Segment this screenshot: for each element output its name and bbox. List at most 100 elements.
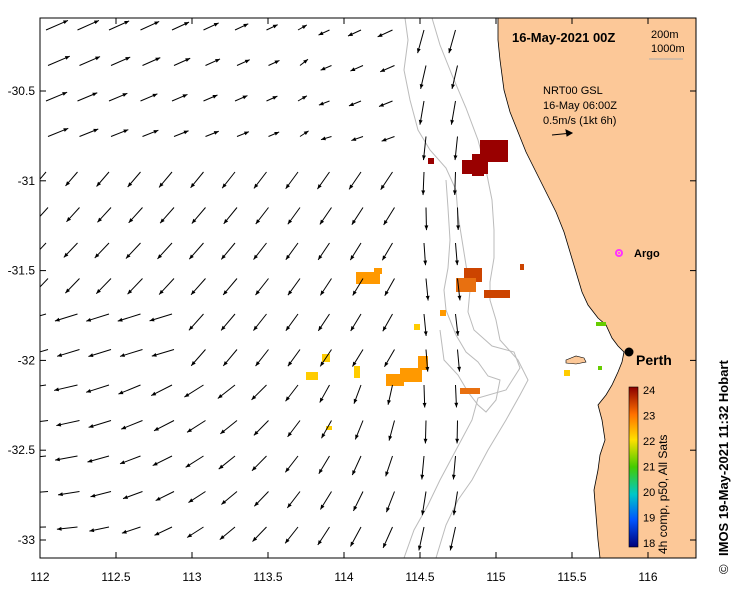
current-vector-head — [118, 390, 124, 395]
colorbar-tick-label: 22 — [643, 436, 655, 448]
current-vector-head — [223, 361, 228, 366]
current-vector-head — [452, 510, 457, 516]
y-tick-label: -31 — [18, 174, 36, 188]
colorbar-ticks: 24 23 22 21 20 19 18 — [643, 385, 655, 550]
current-vector-head — [93, 20, 99, 25]
current-vector-head — [384, 290, 389, 296]
current-vector-head — [352, 290, 357, 296]
current-vector-head — [285, 183, 290, 189]
current-vector-head — [94, 253, 100, 259]
current-vector-head — [317, 540, 322, 546]
current-vector-head — [386, 507, 390, 513]
current-vector-head — [243, 23, 249, 28]
current-vector-head — [352, 361, 357, 367]
current-vector-head — [380, 68, 386, 72]
current-vector-head — [63, 252, 69, 258]
current-vector-head — [319, 219, 325, 225]
current-vector-head — [65, 288, 70, 294]
current-vector-head — [151, 352, 157, 357]
current-vector-head — [96, 181, 101, 187]
current-vector-head — [355, 434, 359, 440]
y-tick-label: -31.5 — [8, 264, 36, 278]
current-vector-head — [24, 317, 29, 321]
current-vector-head — [349, 184, 354, 190]
current-vector-head — [303, 59, 308, 64]
current-vector-head — [221, 325, 226, 331]
current-vector-head — [417, 545, 422, 551]
current-vector-head — [154, 531, 160, 536]
current-vector-head — [220, 429, 226, 434]
current-vector-head — [62, 20, 68, 25]
current-vector-head — [422, 402, 427, 408]
current-vector-head — [242, 95, 248, 100]
current-vector-head — [418, 119, 423, 125]
y-tick-label: -30.5 — [8, 84, 36, 98]
current-vector-head — [285, 538, 290, 544]
current-vector-head — [62, 92, 68, 96]
current-vector-head — [56, 422, 62, 427]
argo-marker — [615, 249, 623, 257]
current-vector-head — [253, 254, 258, 260]
current-vector-head — [384, 361, 389, 367]
contour-legend-1000m: 1000m — [651, 43, 685, 55]
current-vector-head — [54, 317, 60, 322]
current-vector-head — [378, 102, 384, 107]
current-vector-head — [274, 60, 280, 65]
current-vector-head — [244, 59, 250, 64]
colorbar-tick-label: 21 — [643, 462, 655, 474]
current-vector-head — [457, 366, 462, 372]
current-vector — [40, 278, 49, 288]
current-vector-head — [422, 155, 426, 161]
current-vector-head — [287, 290, 293, 296]
current-vector-head — [385, 471, 389, 477]
current-vector-head — [301, 95, 307, 100]
current-vector-head — [285, 396, 290, 402]
current-vector-head — [348, 32, 354, 36]
current-vector-head — [321, 433, 326, 439]
current-vector-head — [127, 182, 133, 187]
current-vector-head — [219, 535, 225, 540]
current-vector-head — [287, 361, 293, 367]
current-vector-head — [189, 254, 194, 260]
current-vector-head — [64, 56, 70, 60]
current-vector — [40, 420, 49, 423]
x-tick-label: 112.5 — [101, 570, 130, 584]
map-timestamp: 16-May-2021 00Z — [512, 30, 615, 45]
x-axis: 112 112.5 113 113.5 114 114.5 115 115.5 116 — [30, 18, 658, 584]
current-vector-head — [120, 460, 126, 464]
current-vector-head — [450, 119, 455, 125]
current-vector-head — [319, 397, 324, 403]
depth-contour-200m — [403, 18, 521, 558]
y-tick-label: -32.5 — [8, 443, 36, 457]
x-tick-label: 115.5 — [557, 570, 586, 584]
current-vector-head — [318, 325, 323, 331]
current-vector-head — [274, 131, 280, 136]
current-vector-head — [188, 498, 194, 503]
current-vector-head — [152, 461, 158, 466]
current-vector-head — [125, 57, 131, 61]
current-vector-head — [353, 398, 358, 404]
current-vector-head — [54, 387, 60, 392]
current-vector-head — [223, 219, 229, 224]
current-vector-head — [380, 184, 385, 190]
current-vector-head — [253, 325, 258, 331]
current-vector-head — [26, 491, 31, 495]
y-tick-label: -32 — [18, 353, 36, 367]
current-vector-head — [456, 225, 461, 230]
current-vector-head — [421, 510, 425, 516]
current-vector-head — [154, 426, 159, 431]
current-vector-head — [187, 533, 193, 538]
current-vector-head — [120, 353, 125, 357]
current-vector-head — [155, 496, 161, 501]
current-vector-head — [217, 394, 223, 399]
plot-frame — [39, 17, 697, 559]
current-vector-head — [127, 289, 133, 295]
current-vector-head — [191, 360, 196, 366]
current-vector-head — [353, 505, 358, 511]
current-vector-head — [182, 94, 188, 99]
current-vector-head — [351, 137, 357, 141]
current-vector-head — [318, 31, 324, 36]
current-vector-head — [185, 463, 191, 468]
current-vector-head — [86, 317, 92, 322]
current-vector-head — [350, 541, 355, 547]
